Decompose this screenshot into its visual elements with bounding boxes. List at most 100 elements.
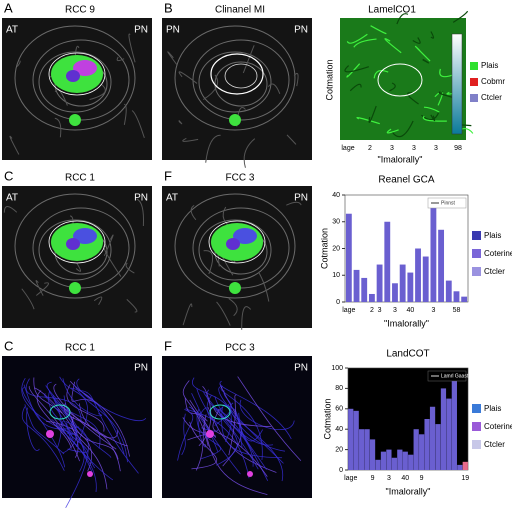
x-tick-label: lage [344,475,357,482]
bar [419,434,425,470]
brain-fold [36,282,50,296]
panel-right-label: PN [134,25,148,36]
tract [235,409,264,442]
y-tick-label: 80 [335,385,343,392]
legend-swatch [472,231,481,240]
region-outline [210,53,264,95]
legend-label: Ctcler [484,267,505,276]
y-tick-label: 20 [332,245,340,252]
map-texture [396,13,409,25]
bar [391,457,397,470]
legend-label: Coterine [484,422,512,431]
map-xtick-label: 98 [454,145,462,152]
brain-fold [128,33,136,63]
map-texture [386,128,399,134]
bar [359,429,365,470]
brain-contour [198,219,272,281]
bar [429,406,436,470]
legend-label: Plais [481,61,498,70]
tract [53,383,117,450]
bar [435,424,441,470]
segment-purple [73,60,97,76]
x-tick-label: 2 [370,307,374,314]
legend-label: Pinnst [441,200,456,206]
panel-title: PCC 3 [225,343,255,354]
y-tick-label: 60 [335,406,343,413]
map-texture [423,106,440,113]
tract [44,393,74,440]
tract [198,407,207,448]
x-tick-label: 58 [453,307,461,314]
map-texture [430,114,436,122]
x-tick-label: 9 [371,475,375,482]
brain-fold [131,110,145,139]
y-tick-label: 0 [339,467,343,474]
map-title: LamelCO1 [368,5,416,16]
panel-letter: F [164,338,172,353]
tract [22,387,66,468]
bar [445,280,452,302]
bar [424,419,430,470]
legend-swatch [470,78,478,86]
bar [399,264,406,302]
map-texture [356,116,380,125]
tract [70,387,125,455]
hotspot-ring [49,404,71,420]
tract [62,378,102,417]
bar [438,229,445,302]
tract [25,378,82,421]
bar [353,269,360,302]
hotspot [46,430,54,438]
tract [214,396,274,446]
brain-fold [123,103,127,125]
legend-box [427,370,467,382]
bar [402,451,408,470]
tract [66,384,105,432]
tract [46,421,92,472]
brain-fold [216,301,231,326]
bar [451,380,457,470]
region-outline [208,220,266,264]
tract [188,406,241,475]
panel-right-label: PN [134,363,148,374]
map-texture [344,65,370,73]
colorbar [451,33,463,135]
bar [375,459,381,470]
panel-left-label: AT [6,193,18,204]
tract [73,383,128,463]
tract [238,412,267,470]
panel-left-label: PN [166,25,180,36]
hotspot [206,430,214,438]
brain-contour [38,219,112,281]
map-xtick-label: 2 [368,145,372,152]
brain-fold [203,250,214,275]
brain-fold [54,89,68,106]
tract [24,404,65,455]
map-texture [370,25,387,35]
tract [71,381,97,404]
panel-title: RCC 1 [65,343,95,354]
tract [237,376,302,462]
brain-fold [75,262,82,272]
map-xlabel: "Imalorally" [378,154,423,164]
x-tick-label: 3 [393,307,397,314]
tract [177,409,194,461]
y-tick-label: 20 [335,446,343,453]
brain-fold [3,206,18,213]
brain-fold [182,137,199,142]
lesion [69,114,81,126]
brain-fold [35,280,44,296]
segment-purple [233,228,257,244]
brain-fold [241,306,252,330]
brain-fold [21,288,35,310]
tract [218,385,284,464]
segment-blue [226,238,240,250]
bar [461,296,468,302]
region-outline [48,52,106,96]
map-texture [412,37,421,44]
x-tick-label: 3 [431,307,435,314]
hotspot [247,471,253,477]
panel-right-label: PN [294,193,308,204]
legend-label: Plais [484,231,501,240]
lesion [229,282,241,294]
